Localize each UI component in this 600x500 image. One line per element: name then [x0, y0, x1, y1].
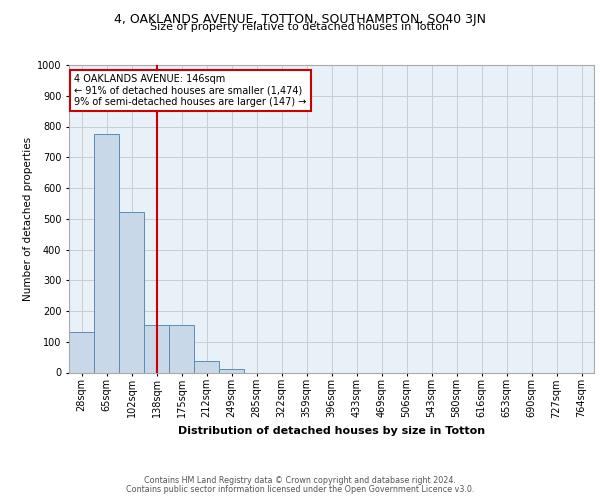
Bar — [194, 361, 219, 372]
Bar — [144, 325, 169, 372]
Y-axis label: Number of detached properties: Number of detached properties — [23, 136, 32, 301]
Bar — [119, 212, 144, 372]
X-axis label: Distribution of detached houses by size in Totton: Distribution of detached houses by size … — [178, 426, 485, 436]
Text: Contains public sector information licensed under the Open Government Licence v3: Contains public sector information licen… — [126, 485, 474, 494]
Text: 4, OAKLANDS AVENUE, TOTTON, SOUTHAMPTON, SO40 3JN: 4, OAKLANDS AVENUE, TOTTON, SOUTHAMPTON,… — [114, 12, 486, 26]
Bar — [219, 370, 244, 372]
Bar — [169, 325, 194, 372]
Text: 4 OAKLANDS AVENUE: 146sqm
← 91% of detached houses are smaller (1,474)
9% of sem: 4 OAKLANDS AVENUE: 146sqm ← 91% of detac… — [74, 74, 307, 108]
Bar — [69, 332, 94, 372]
Bar — [94, 134, 119, 372]
Text: Size of property relative to detached houses in Totton: Size of property relative to detached ho… — [151, 22, 449, 32]
Text: Contains HM Land Registry data © Crown copyright and database right 2024.: Contains HM Land Registry data © Crown c… — [144, 476, 456, 485]
